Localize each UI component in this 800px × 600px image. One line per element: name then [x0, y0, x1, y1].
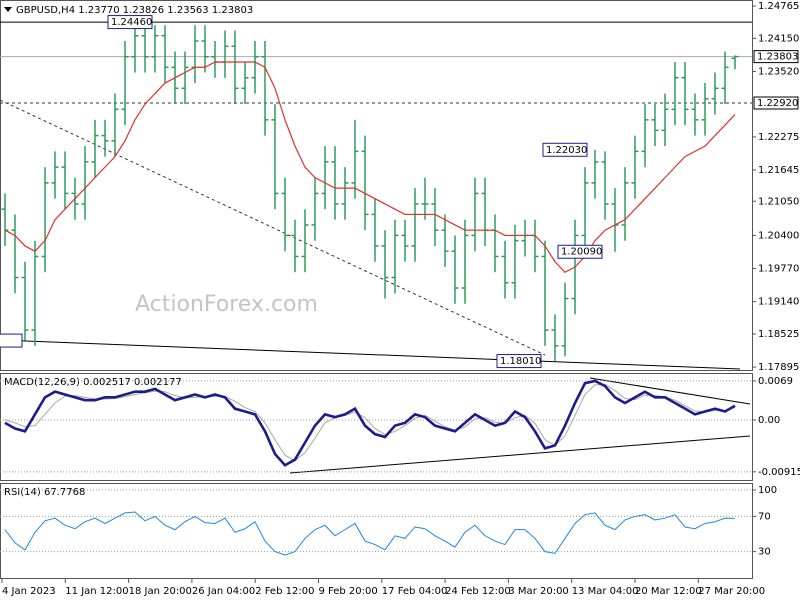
y-tick-label: 1.20400 [758, 230, 799, 241]
x-tick-label: 26 Jan 04:00 [192, 586, 255, 597]
price-box [753, 96, 799, 110]
trend-line [589, 377, 751, 405]
x-tick-label: 17 Feb 04:00 [382, 586, 448, 597]
indicator-line [4, 511, 736, 556]
y-tick-label: 100 [758, 485, 777, 496]
price-box [753, 50, 799, 64]
annotation-label: 1.18010 [500, 356, 541, 367]
rsi-panel [0, 483, 753, 579]
y-tick-label: 1.18525 [758, 329, 799, 340]
indicator-line [4, 383, 736, 462]
annotation-box [542, 142, 588, 157]
y-tick-label: 1.19770 [758, 264, 799, 275]
annotation-label: 1.22030 [546, 145, 587, 156]
watermark: ActionForex.com [135, 292, 318, 317]
y-tick-label: 1.17895 [758, 362, 799, 373]
moving-average [4, 61, 736, 273]
y-tick-label: 1.23520 [758, 66, 799, 77]
menu-arrow [4, 7, 12, 12]
annotation-label: 1.24460 [111, 17, 152, 28]
y-tick-label: 0.0069 [758, 376, 793, 387]
x-tick-label: 27 Mar 20:00 [698, 586, 765, 597]
y-tick-label: 30 [758, 547, 771, 558]
annotation-box [496, 354, 542, 369]
y-tick-label: 0.00 [758, 415, 780, 426]
annotation-box [557, 244, 603, 259]
macd-title: MACD(12,26,9) 0.002517 0.002177 [4, 377, 182, 388]
trend-line [289, 435, 751, 474]
price-box-label: 1.22920 [757, 98, 798, 109]
y-tick-label: 1.21050 [758, 196, 799, 207]
macd-panel [0, 373, 753, 481]
y-tick-label: 1.24765 [758, 1, 799, 12]
annotation-box [107, 15, 153, 30]
x-tick-label: 3 Mar 20:00 [508, 586, 568, 597]
y-tick-label: -0.009154 [758, 467, 800, 478]
x-tick-label: 13 Mar 04:00 [572, 586, 639, 597]
annotation-label: 1.20090 [561, 247, 602, 258]
annotation-box [0, 333, 23, 348]
y-tick-label: 70 [758, 511, 771, 522]
rsi-title: RSI(14) 67.7768 [4, 487, 85, 498]
price-panel [0, 0, 753, 371]
x-tick-label: 9 Feb 20:00 [319, 586, 378, 597]
x-tick-label: 18 Jan 20:00 [129, 586, 192, 597]
x-tick-label: 20 Mar 12:00 [635, 586, 702, 597]
indicator-line [4, 379, 736, 467]
y-tick-label: 1.19140 [758, 297, 799, 308]
x-tick-label: 24 Feb 12:00 [445, 586, 511, 597]
trend-line [0, 339, 741, 370]
y-tick-label: 1.21645 [758, 165, 799, 176]
y-tick-label: 1.22275 [758, 132, 799, 143]
price-box-label: 1.23803 [757, 52, 798, 63]
x-tick-label: 2 Feb 12:00 [255, 586, 314, 597]
y-tick-label: 1.24150 [758, 33, 799, 44]
trend-line [0, 99, 546, 356]
x-tick-label: 4 Jan 2023 [2, 586, 56, 597]
x-tick-label: 11 Jan 12:00 [65, 586, 128, 597]
chart-title: GBPUSD,H4 1.23770 1.23826 1.23563 1.2380… [16, 5, 253, 16]
